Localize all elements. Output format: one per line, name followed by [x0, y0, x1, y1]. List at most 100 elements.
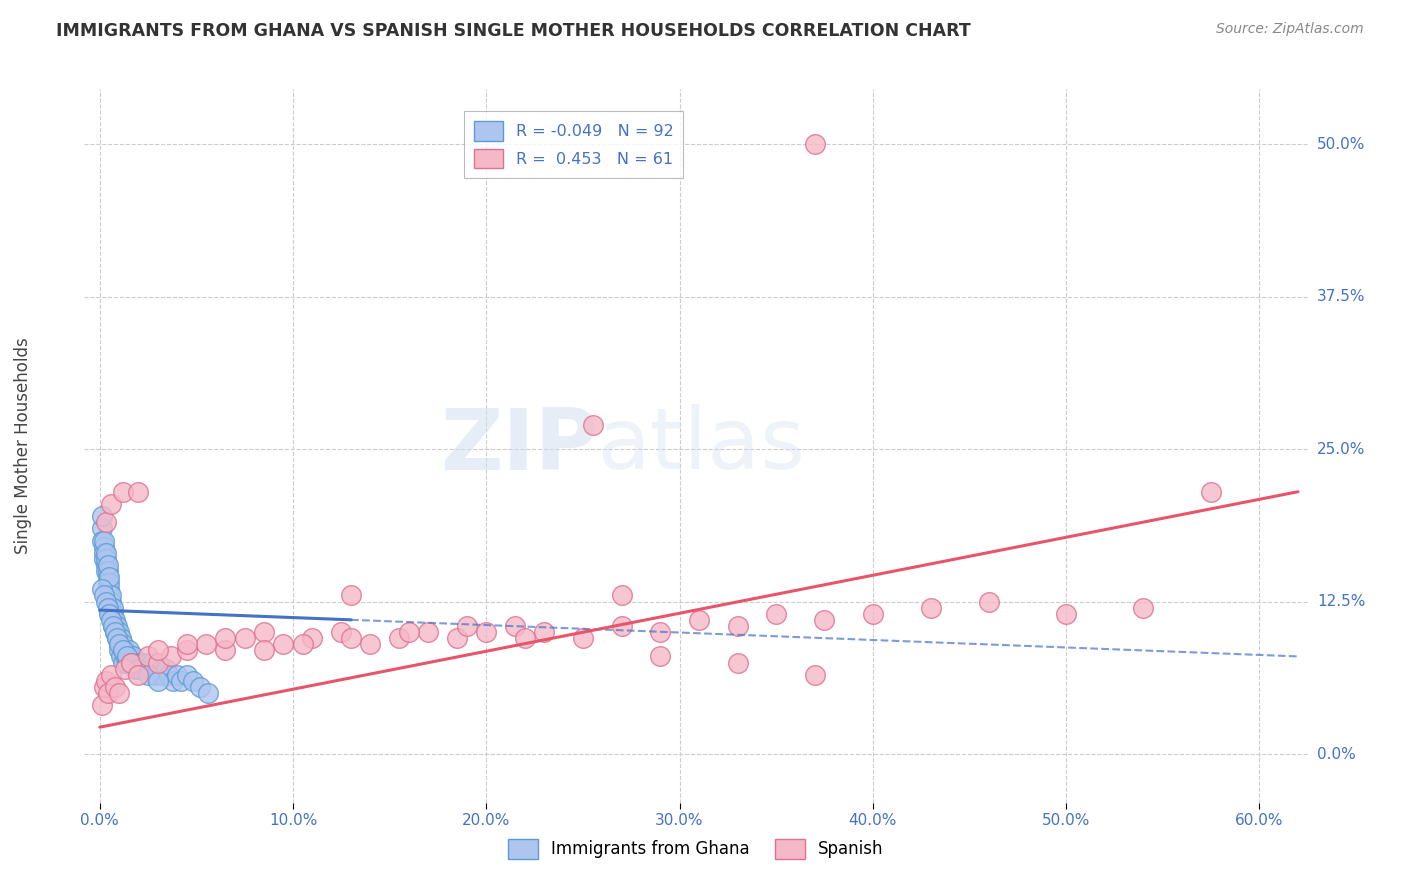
Point: [100, 667, 122, 681]
Point: [813, 613, 835, 627]
Point: [104, 625, 127, 640]
Point: [118, 649, 141, 664]
Point: [533, 625, 555, 640]
Point: [108, 631, 131, 645]
Point: [804, 667, 827, 681]
Point: [100, 497, 122, 511]
Point: [90, 698, 112, 713]
Point: [98, 582, 121, 597]
Point: [176, 637, 198, 651]
Point: [120, 649, 142, 664]
Point: [188, 680, 211, 694]
Point: [94, 551, 117, 566]
Text: Source: ZipAtlas.com: Source: ZipAtlas.com: [1216, 22, 1364, 37]
Point: [100, 589, 122, 603]
Point: [181, 673, 204, 688]
Point: [90, 521, 112, 535]
Point: [475, 625, 498, 640]
Point: [650, 625, 672, 640]
Point: [291, 637, 314, 651]
Point: [90, 533, 112, 548]
Point: [176, 643, 198, 657]
Point: [108, 686, 131, 700]
Point: [446, 631, 468, 645]
Point: [120, 656, 142, 670]
Point: [93, 551, 115, 566]
Point: [301, 631, 323, 645]
Point: [253, 625, 276, 640]
Point: [418, 625, 440, 640]
Point: [214, 643, 236, 657]
Point: [513, 631, 536, 645]
Point: [103, 619, 125, 633]
Point: [146, 656, 169, 670]
Point: [134, 656, 156, 670]
Point: [94, 515, 117, 529]
Point: [127, 484, 149, 499]
Point: [111, 643, 134, 657]
Point: [150, 667, 173, 681]
Point: [155, 662, 177, 676]
Point: [1054, 607, 1077, 621]
Point: [135, 662, 157, 676]
Point: [93, 540, 115, 554]
Point: [104, 625, 127, 640]
Point: [108, 625, 131, 640]
Point: [131, 662, 153, 676]
Point: [103, 607, 125, 621]
Point: [125, 656, 148, 670]
Point: [146, 662, 169, 676]
Text: 0.0%: 0.0%: [1317, 747, 1355, 762]
Point: [359, 637, 381, 651]
Point: [572, 631, 595, 645]
Point: [862, 607, 884, 621]
Point: [804, 137, 827, 152]
Point: [136, 667, 159, 681]
Point: [650, 649, 672, 664]
Point: [398, 625, 420, 640]
Point: [160, 649, 183, 664]
Point: [114, 649, 136, 664]
Point: [1132, 600, 1154, 615]
Point: [115, 649, 138, 664]
Point: [388, 631, 411, 645]
Point: [920, 600, 942, 615]
Point: [129, 656, 152, 670]
Point: [108, 637, 131, 651]
Point: [105, 631, 128, 645]
Point: [127, 667, 149, 681]
Legend: Immigrants from Ghana, Spanish: Immigrants from Ghana, Spanish: [502, 832, 890, 866]
Text: 25.0%: 25.0%: [1317, 442, 1365, 457]
Point: [100, 607, 122, 621]
Text: atlas: atlas: [598, 404, 806, 488]
Point: [105, 619, 128, 633]
Point: [104, 613, 127, 627]
Point: [96, 600, 118, 615]
Point: [142, 667, 165, 681]
Text: 37.5%: 37.5%: [1317, 289, 1365, 304]
Point: [96, 570, 118, 584]
Point: [100, 600, 122, 615]
Point: [110, 631, 132, 645]
Point: [105, 625, 128, 640]
Point: [108, 637, 131, 651]
Point: [96, 558, 118, 572]
Point: [146, 673, 169, 688]
Point: [176, 667, 198, 681]
Point: [98, 589, 121, 603]
Point: [90, 509, 112, 524]
Point: [124, 662, 146, 676]
Point: [121, 656, 143, 670]
Point: [330, 625, 353, 640]
Point: [111, 637, 134, 651]
Point: [581, 417, 603, 432]
Point: [94, 546, 117, 560]
Point: [503, 619, 526, 633]
Point: [195, 637, 218, 651]
Point: [100, 613, 122, 627]
Point: [98, 576, 121, 591]
Point: [115, 649, 138, 664]
Point: [1199, 484, 1222, 499]
Point: [127, 662, 149, 676]
Point: [727, 619, 749, 633]
